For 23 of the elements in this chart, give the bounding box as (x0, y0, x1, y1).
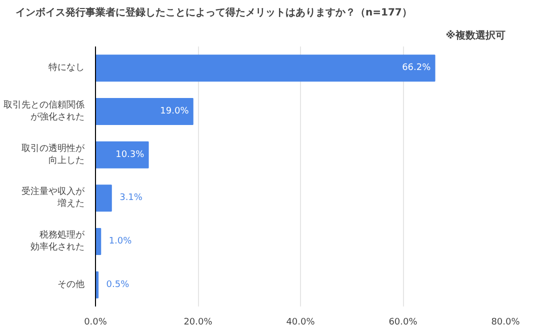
data-label: 3.1% (120, 193, 143, 204)
y-tick-label: 特になし (48, 62, 84, 74)
chart-title: インボイス発行事業者に登録したことによって得たメリットはありますか？（n=177） (16, 6, 412, 18)
bar (96, 141, 149, 168)
data-label: 10.3% (116, 150, 145, 160)
data-label: 0.5% (106, 280, 130, 290)
y-tick-label: 受注量や収入が増えた (22, 186, 86, 210)
bar (96, 98, 194, 125)
bar (96, 54, 436, 82)
x-tick-label: 80.0% (491, 318, 520, 328)
bar (96, 184, 112, 212)
x-tick-label: 0.0% (84, 318, 108, 328)
data-label: 19.0% (160, 106, 190, 116)
x-tick-label: 20.0% (184, 318, 213, 328)
x-tick-label: 60.0% (388, 318, 418, 328)
y-tick-label: その他 (58, 278, 84, 290)
y-tick-label: 取引先との信頼関係が強化された (4, 100, 84, 122)
y-tick-label: 税務処理が効率化された (30, 230, 86, 252)
data-label: 1.0% (108, 236, 132, 246)
chart-subtitle: ※複数選択可 (446, 30, 506, 42)
x-tick-label: 40.0% (286, 318, 316, 328)
y-tick-label: 取引の透明性が向上した (22, 142, 86, 166)
data-label: 66.2% (402, 63, 432, 74)
